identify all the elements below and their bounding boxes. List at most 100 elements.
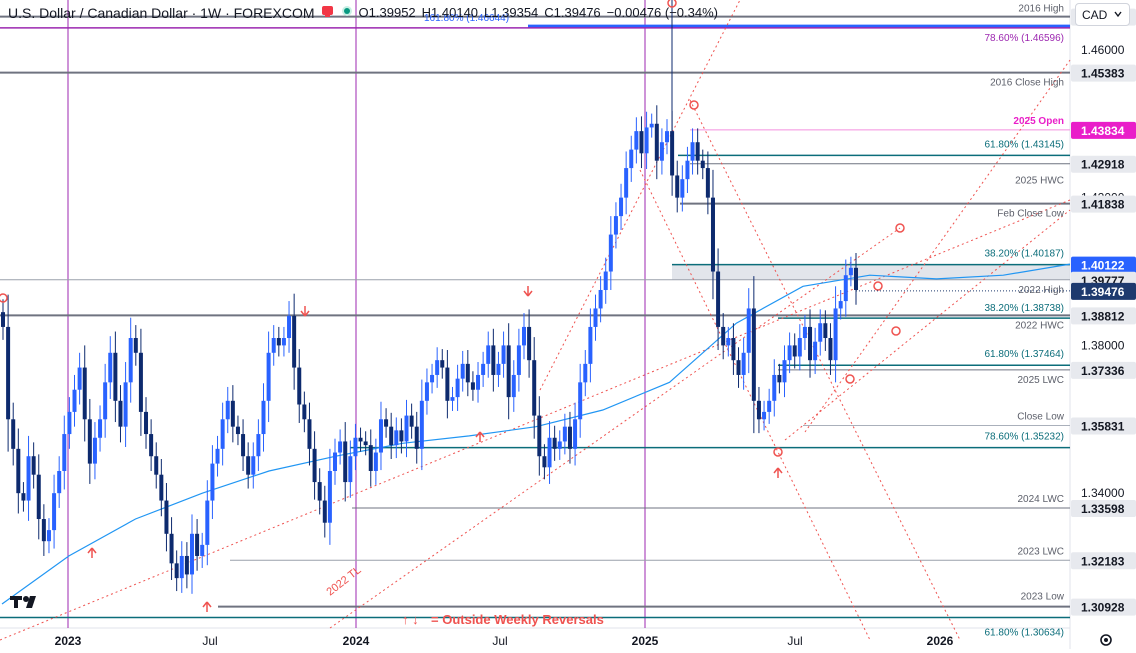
price-tag-label: 1.42918 <box>1081 158 1125 172</box>
level-label: 78.60% (1.46596) <box>984 33 1064 44</box>
candle-body <box>138 352 143 412</box>
level-label: 61.80% (1.43145) <box>984 139 1064 150</box>
candle-body <box>174 563 179 579</box>
level-label: Close Low <box>1017 412 1064 423</box>
candle-body <box>215 448 220 464</box>
marker-circle-icon <box>667 0 677 8</box>
candle-body <box>368 445 373 471</box>
candle-body <box>767 400 772 412</box>
reversal-legend-text: = Outside Weekly Reversals <box>431 612 604 627</box>
x-axis-tick: Jul <box>492 634 507 648</box>
level-label: 2023 Low <box>1021 592 1065 603</box>
candle-body <box>567 426 572 449</box>
price-tag-label: 1.32183 <box>1081 554 1125 568</box>
candle-body <box>777 374 782 383</box>
currency-dropdown[interactable]: CAD <box>1075 3 1130 26</box>
x-axis-tick: 2025 <box>632 634 659 648</box>
candle-body <box>573 419 578 449</box>
candle-body <box>808 326 813 361</box>
candle-body <box>154 456 159 475</box>
candle-body <box>828 338 833 361</box>
candle-body <box>792 345 797 357</box>
candle-body <box>98 419 103 438</box>
candle-body <box>562 426 567 442</box>
candle-body <box>200 544 205 556</box>
candle-body <box>333 452 338 471</box>
candle-body <box>736 360 741 375</box>
candle-body <box>680 179 685 198</box>
candle-body <box>343 441 348 483</box>
candle-body <box>639 131 644 154</box>
tradingview-logo-icon[interactable] <box>10 594 42 615</box>
candle-body <box>184 555 189 575</box>
candle-body <box>465 363 470 383</box>
currency-value: CAD <box>1082 7 1108 22</box>
x-axis-tick: 2026 <box>927 634 954 648</box>
level-label: 78.60% (1.35232) <box>984 432 1064 443</box>
candle-body <box>470 382 475 390</box>
candle-body <box>348 456 353 483</box>
candle-body <box>205 500 210 545</box>
candle-body <box>389 426 394 446</box>
candle-body <box>818 323 823 342</box>
candle-body <box>225 400 230 420</box>
candle-body <box>195 533 200 556</box>
candle-body <box>634 131 639 150</box>
candle-body <box>838 301 843 309</box>
trendline <box>329 227 901 629</box>
candle-body <box>521 326 526 346</box>
candle-body <box>230 400 235 427</box>
arrow-up-icon <box>475 431 485 442</box>
candle-body <box>578 382 583 420</box>
candle-body <box>16 448 21 494</box>
level-label: 2024 LWC <box>1017 494 1064 505</box>
candle-body <box>189 533 194 575</box>
price-tag <box>1071 64 1136 82</box>
price-tag <box>1071 307 1136 325</box>
gear-icon[interactable] <box>1098 632 1114 653</box>
candle-body <box>246 456 251 475</box>
candle-body <box>67 411 72 435</box>
candle-body <box>756 400 761 420</box>
ohlc-open: 1.39952 <box>368 5 416 20</box>
candle-body <box>659 142 664 161</box>
candle-body <box>281 338 286 346</box>
candle-body <box>241 434 246 457</box>
candle-body <box>685 160 690 180</box>
marker-circle-icon <box>689 100 699 110</box>
candle-body <box>358 437 363 442</box>
level-label: 38.20% (1.38738) <box>984 303 1064 314</box>
candle-body <box>741 352 746 375</box>
price-tag-label: 1.35831 <box>1081 420 1125 434</box>
ohlc-high: 1.40140 <box>431 5 479 20</box>
candle-body <box>144 411 149 435</box>
candle-body <box>327 471 332 523</box>
candle-body <box>542 456 547 468</box>
x-axis-tick: Jul <box>787 634 802 648</box>
level-label: 2025 Open <box>1013 116 1064 127</box>
price-tag <box>1071 256 1136 274</box>
ohlc-close: 1.39476 <box>553 5 601 20</box>
bell-icon[interactable] <box>321 4 335 21</box>
marker-circle-icon <box>891 326 901 336</box>
candle-body <box>430 374 435 383</box>
candle-body <box>848 267 853 276</box>
symbol-title[interactable]: U.S. Dollar / Canadian Dollar · 1W · FOR… <box>8 4 315 21</box>
candle-body <box>394 430 399 446</box>
candle-body <box>322 500 327 523</box>
candle-body <box>491 345 496 375</box>
candle-body <box>501 345 506 364</box>
marker-circle-icon <box>773 447 783 457</box>
level-label: 61.80% (1.30634) <box>984 628 1064 639</box>
level-label: 2016 Close High <box>990 78 1064 89</box>
candle-body <box>52 493 57 531</box>
candle-body <box>409 415 414 427</box>
level-label: 2025 HWC <box>1015 176 1064 187</box>
candle-body <box>128 338 133 383</box>
candle-body <box>1 312 5 327</box>
candle-body <box>624 168 629 198</box>
candle-body <box>802 326 807 339</box>
candle-body <box>159 474 164 501</box>
